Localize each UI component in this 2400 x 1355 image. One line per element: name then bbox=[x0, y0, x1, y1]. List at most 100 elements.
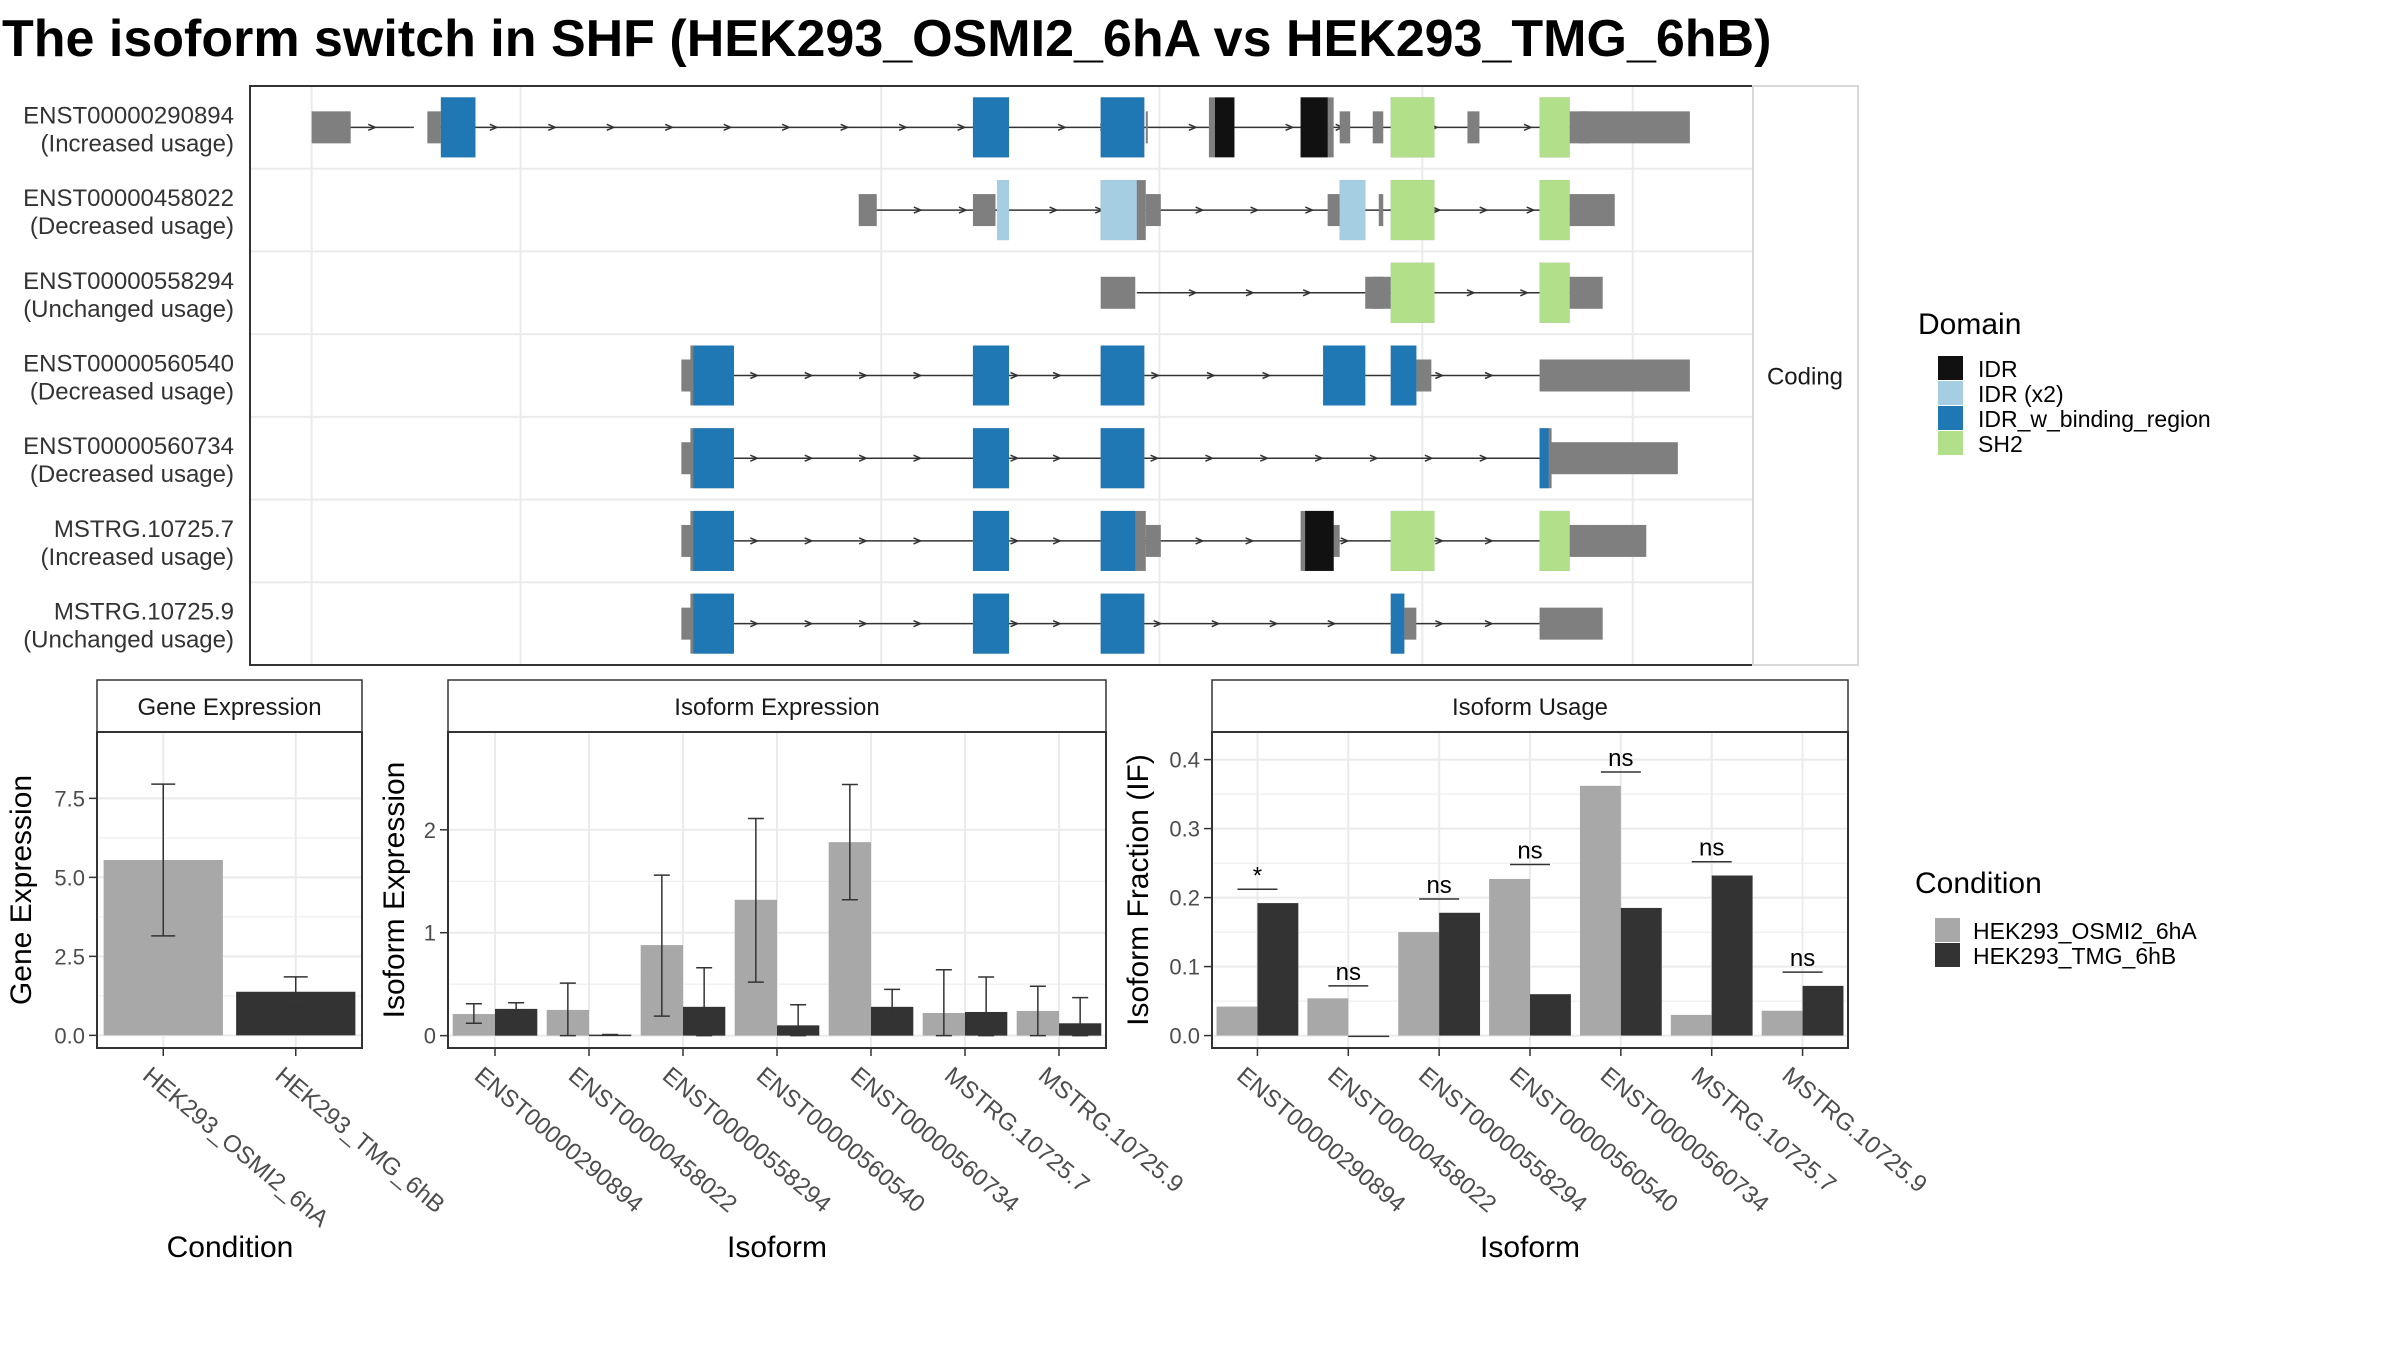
intron-arrow bbox=[1432, 206, 1442, 214]
bar bbox=[1670, 1014, 1712, 1036]
bar bbox=[1530, 994, 1571, 1036]
domain-legend-label: IDR (x2) bbox=[1978, 381, 2064, 407]
intron-arrow bbox=[489, 123, 499, 132]
transcript-id-label: ENST00000560734 bbox=[23, 433, 234, 460]
utr-exon bbox=[1569, 194, 1615, 227]
utr-exon bbox=[427, 111, 441, 144]
x-axis-title: Isoform bbox=[1480, 1231, 1580, 1264]
intron-arrow bbox=[1484, 537, 1494, 545]
domain-region bbox=[1100, 428, 1145, 489]
intron-arrow bbox=[1052, 454, 1063, 462]
utr-exon bbox=[858, 194, 877, 227]
transcript-id-label: ENST00000458022 bbox=[23, 185, 234, 212]
bar bbox=[1439, 912, 1481, 1036]
intron-arrow bbox=[750, 537, 760, 545]
intron-arrow bbox=[804, 537, 814, 545]
intron-arrow bbox=[1188, 123, 1198, 132]
bar bbox=[1216, 1006, 1258, 1036]
domain-region bbox=[996, 180, 1010, 241]
intron-arrow bbox=[913, 537, 923, 545]
utr-exon bbox=[1539, 359, 1690, 392]
transcript-usage-label: (Decreased usage) bbox=[30, 213, 234, 240]
domain-legend-key bbox=[1938, 431, 1963, 455]
utr-exon bbox=[1378, 194, 1384, 227]
condition-legend-title: Condition bbox=[1915, 867, 2042, 900]
condition-legend-label: HEK293_OSMI2_6hA bbox=[1973, 918, 2197, 944]
intron-arrow bbox=[804, 619, 814, 628]
domain-region bbox=[1100, 345, 1145, 406]
domain-region bbox=[1100, 510, 1136, 571]
bar bbox=[1257, 903, 1299, 1036]
domain-region bbox=[1214, 97, 1235, 158]
y-tick-label: 7.5 bbox=[54, 786, 85, 811]
domain-region bbox=[972, 510, 1010, 571]
transcript-structure-panel: ENST00000290894(Increased usage)ENST0000… bbox=[23, 85, 1859, 666]
coding-strip-label: Coding bbox=[1767, 364, 1843, 391]
domain-region bbox=[1390, 180, 1435, 241]
utr-exon bbox=[972, 194, 996, 227]
intron-arrow bbox=[840, 123, 850, 132]
x-axis-title: Isoform bbox=[727, 1231, 827, 1264]
intron-arrow bbox=[1206, 371, 1216, 380]
domain-region bbox=[1390, 262, 1435, 323]
intron-arrow bbox=[1245, 537, 1255, 545]
intron-arrow bbox=[858, 619, 869, 628]
y-tick-label: 0 bbox=[424, 1024, 436, 1049]
utr-exon bbox=[1539, 607, 1603, 640]
intron-arrow bbox=[1153, 619, 1163, 628]
intron-arrow bbox=[1245, 289, 1255, 297]
domain-region bbox=[1339, 180, 1366, 241]
significance-label: ns bbox=[1517, 837, 1542, 864]
utr-exon bbox=[1569, 524, 1647, 557]
intron-arrow bbox=[804, 371, 814, 380]
domain-region bbox=[693, 428, 734, 489]
domain-region bbox=[1305, 510, 1334, 571]
bar bbox=[1348, 1035, 1390, 1038]
bar bbox=[1307, 998, 1349, 1036]
domain-region bbox=[693, 593, 734, 654]
intron-arrow bbox=[1479, 454, 1489, 462]
y-tick-label: 0.0 bbox=[1169, 1024, 1200, 1049]
intron-arrow bbox=[750, 619, 760, 628]
utr-exon bbox=[1542, 442, 1678, 475]
intron-arrow bbox=[1305, 206, 1315, 214]
intron-arrow bbox=[606, 123, 616, 132]
bar bbox=[1802, 985, 1844, 1036]
intron-arrow bbox=[1340, 537, 1350, 545]
utr-exon bbox=[1416, 359, 1432, 392]
intron-arrow bbox=[1211, 619, 1221, 628]
domain-region bbox=[972, 345, 1010, 406]
condition-legend-label: HEK293_TMG_6hB bbox=[1973, 943, 2176, 969]
intron-arrow bbox=[1010, 537, 1020, 545]
domain-region bbox=[1390, 97, 1435, 158]
domain-legend-key bbox=[1938, 381, 1963, 405]
intron-arrow bbox=[664, 123, 675, 132]
x-axis-title: Condition bbox=[167, 1231, 294, 1264]
intron-arrow bbox=[723, 123, 733, 132]
intron-arrow bbox=[750, 454, 760, 462]
significance-label: * bbox=[1253, 862, 1262, 889]
y-axis-title: Isoform Expression bbox=[378, 762, 411, 1019]
intron-arrow bbox=[804, 454, 814, 462]
coding-strip bbox=[1752, 85, 1859, 666]
intron-arrow bbox=[1327, 619, 1337, 628]
transcript-usage-label: (Decreased usage) bbox=[30, 379, 234, 406]
utr-exon bbox=[1327, 194, 1340, 227]
intron-arrow bbox=[1057, 123, 1068, 132]
intron-arrow bbox=[1424, 454, 1434, 462]
transcript-id-label: ENST00000290894 bbox=[23, 102, 234, 129]
intron-arrow bbox=[1010, 619, 1020, 628]
y-tick-label: 2.5 bbox=[54, 944, 85, 969]
bar bbox=[1489, 878, 1530, 1036]
domain-legend-label: IDR_w_binding_region bbox=[1978, 406, 2211, 432]
intron-arrow bbox=[1205, 454, 1215, 462]
significance-label: ns bbox=[1790, 945, 1815, 972]
domain-legend-key bbox=[1938, 356, 1963, 380]
intron-arrow bbox=[750, 371, 760, 380]
y-tick-label: 0.2 bbox=[1169, 886, 1200, 911]
condition-legend-key bbox=[1935, 943, 1960, 967]
intron-arrow bbox=[548, 123, 558, 132]
domain-region bbox=[1100, 593, 1145, 654]
